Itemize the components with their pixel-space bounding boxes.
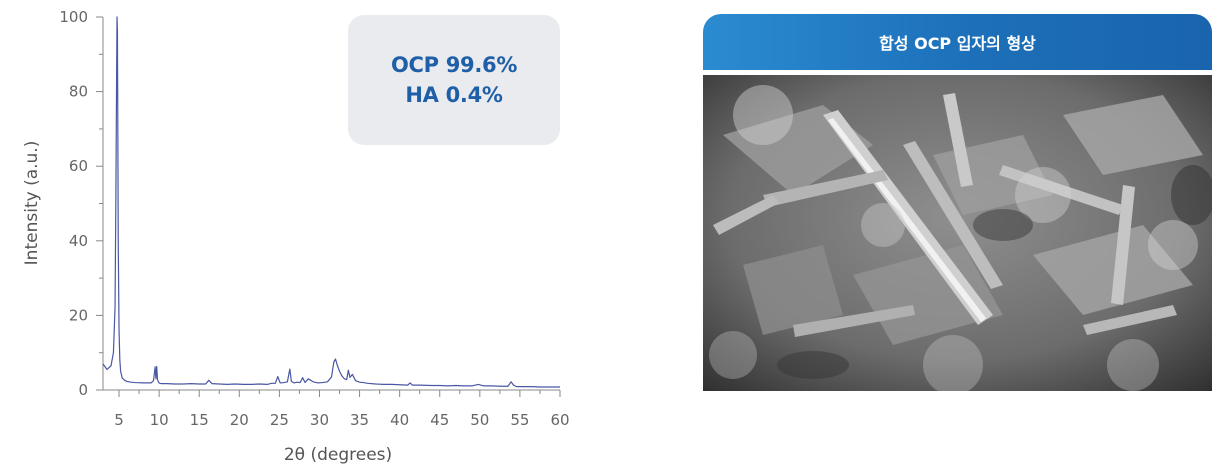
y-tick-label: 100 (59, 8, 88, 26)
tick-labels: 0 20 40 60 80 100 5 10 15 20 25 30 35 40 45 50 55 60 (59, 8, 569, 429)
y-tick-label: 40 (69, 232, 88, 250)
x-axis-title: 2θ (degrees) (284, 445, 392, 465)
sem-micrograph (703, 75, 1212, 391)
y-tick-label: 0 (78, 381, 88, 399)
x-tick-label: 10 (150, 411, 169, 429)
xrd-chart: 0 20 40 60 80 100 5 10 15 20 25 30 35 40 45 50 55 60 Inte… (0, 0, 600, 468)
x-tick-label: 30 (310, 411, 329, 429)
x-tick-label: 25 (270, 411, 289, 429)
series-group (102, 16, 560, 388)
xrd-chart-svg: 0 20 40 60 80 100 5 10 15 20 25 30 35 40 45 50 55 60 Inte… (22, 8, 570, 465)
y-axis-title: Intensity (a.u.) (22, 141, 42, 266)
ocp-percentage: OCP 99.6% (390, 53, 518, 77)
sem-micrograph-image (703, 75, 1212, 391)
sem-panel-header: 합성 OCP 입자의 형상 (703, 14, 1212, 70)
x-tick-label: 45 (430, 411, 449, 429)
axes (96, 16, 561, 397)
sem-panel-title: 합성 OCP 입자의 형상 (879, 34, 1036, 53)
y-tick-label: 20 (69, 306, 88, 324)
x-tick-label: 40 (390, 411, 409, 429)
phase-result-box: OCP 99.6% HA 0.4% (348, 15, 560, 145)
x-tick-label: 55 (510, 411, 529, 429)
x-tick-label: 35 (350, 411, 369, 429)
header-divider (703, 70, 1212, 75)
xrd-pattern-line (102, 16, 560, 388)
y-tick-label: 60 (69, 157, 88, 175)
x-tick-label: 60 (550, 411, 569, 429)
ha-percentage: HA 0.4% (405, 83, 503, 107)
y-tick-label: 80 (69, 83, 88, 101)
x-tick-label: 5 (114, 411, 124, 429)
x-tick-label: 15 (190, 411, 209, 429)
x-tick-label: 20 (230, 411, 249, 429)
x-tick-label: 50 (470, 411, 489, 429)
sem-panel: 합성 OCP 입자의 형상 (703, 14, 1212, 391)
